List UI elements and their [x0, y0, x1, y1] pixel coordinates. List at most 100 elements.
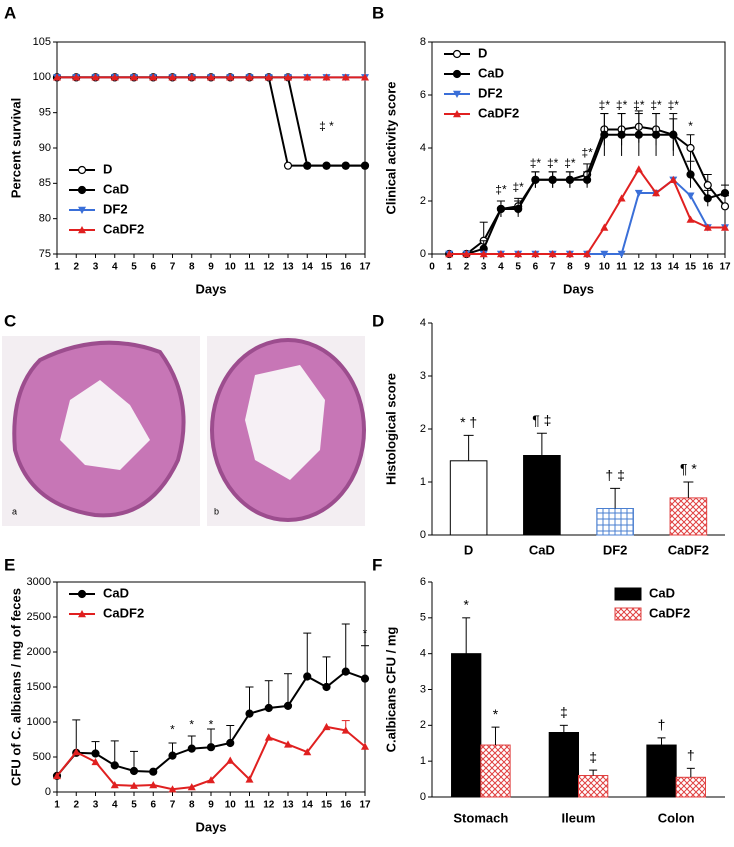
x-tick-label: 14	[302, 800, 314, 811]
marker	[652, 189, 661, 197]
x-tick-label: 6	[150, 262, 156, 273]
x-tick-label: 12	[633, 262, 645, 273]
annotation: ¶ ‡	[532, 412, 551, 428]
marker	[720, 202, 730, 211]
bar	[675, 776, 706, 798]
y-axis-title: C.albicans CFU / mg	[383, 627, 398, 753]
marker	[686, 170, 695, 179]
annotation: ‡*	[513, 180, 525, 194]
y-tick-label: 1	[420, 755, 426, 767]
legend-label: CaDF2	[103, 605, 144, 620]
plot-frame	[431, 41, 726, 255]
marker	[77, 589, 87, 599]
y-tick-label: 100	[33, 71, 51, 83]
x-tick-label: CaD	[529, 542, 555, 557]
bar	[523, 455, 561, 536]
x-axis-title: Days	[195, 819, 226, 834]
marker	[720, 188, 730, 198]
x-tick-label: D	[464, 542, 473, 557]
panel-label: D	[372, 311, 384, 330]
y-tick-label: 90	[39, 142, 51, 154]
y-tick-label: 500	[33, 751, 51, 763]
marker	[207, 776, 215, 784]
marker	[245, 709, 254, 718]
y-tick-label: 85	[39, 177, 51, 189]
marker	[452, 49, 462, 59]
marker	[303, 672, 312, 681]
x-axis-title: Days	[195, 281, 226, 296]
marker	[583, 250, 592, 258]
marker	[283, 701, 293, 711]
x-tick-label: 15	[321, 262, 333, 273]
y-tick-label: 1000	[27, 716, 51, 728]
y-tick-label: 2000	[27, 646, 51, 658]
legend-swatch	[614, 587, 642, 601]
panel-label: F	[372, 555, 382, 574]
legend-swatch	[614, 607, 642, 621]
marker	[445, 250, 454, 258]
marker	[531, 175, 540, 184]
x-tick-label: Stomach	[453, 810, 508, 825]
y-tick-label: 3	[420, 683, 426, 695]
x-tick-label: 6	[150, 800, 156, 811]
y-tick-label: 0	[45, 786, 51, 798]
marker	[264, 733, 273, 741]
y-tick-label: 0	[420, 529, 426, 541]
legend-label: CaD	[103, 181, 129, 196]
x-tick-label: 17	[359, 262, 371, 273]
marker	[341, 73, 350, 81]
y-tick-label: 3000	[27, 576, 51, 588]
marker	[686, 192, 695, 200]
marker	[341, 726, 350, 734]
x-tick-label: 3	[93, 262, 99, 273]
marker	[669, 175, 678, 183]
x-tick-label: 16	[340, 262, 352, 273]
marker	[514, 250, 523, 258]
marker	[245, 73, 254, 81]
marker	[565, 250, 574, 258]
marker	[548, 250, 557, 258]
x-tick-label: 0	[429, 262, 435, 273]
marker	[129, 766, 139, 776]
marker	[78, 226, 86, 234]
marker	[651, 130, 661, 139]
x-tick-label: 11	[244, 262, 255, 273]
marker	[245, 775, 254, 783]
marker	[91, 73, 100, 81]
bar	[596, 508, 634, 536]
marker	[479, 250, 488, 258]
x-tick-label: 9	[208, 800, 214, 811]
y-axis-title: CFU of C. albicans / mg of feces	[8, 588, 23, 786]
x-tick-label: 9	[208, 262, 214, 273]
marker	[669, 130, 678, 139]
marker	[187, 744, 196, 753]
x-tick-label: 5	[131, 262, 137, 273]
y-tick-label: 4	[420, 142, 426, 154]
y-tick-label: 3	[420, 370, 426, 382]
y-tick-label: 75	[39, 248, 51, 260]
annotation: †	[658, 717, 666, 733]
x-tick-label: 12	[263, 262, 275, 273]
x-tick-label: 9	[584, 262, 590, 273]
annotation: * †	[460, 414, 477, 430]
bar	[669, 497, 708, 536]
marker	[703, 194, 712, 203]
marker	[600, 223, 609, 231]
marker	[360, 674, 370, 683]
marker	[600, 130, 609, 139]
marker	[110, 73, 119, 81]
y-tick-label: 2500	[27, 611, 51, 623]
marker	[110, 761, 119, 770]
marker	[91, 749, 100, 758]
marker	[168, 73, 177, 81]
marker	[565, 175, 574, 184]
marker	[634, 130, 643, 139]
marker	[462, 250, 471, 258]
x-tick-label: 8	[189, 800, 195, 811]
marker	[703, 181, 712, 190]
y-tick-label: 6	[420, 89, 426, 101]
y-tick-label: 2	[420, 719, 426, 731]
legend-label: CaD	[478, 65, 504, 80]
legend-label: D	[103, 161, 112, 176]
y-tick-label: 2	[420, 423, 426, 435]
